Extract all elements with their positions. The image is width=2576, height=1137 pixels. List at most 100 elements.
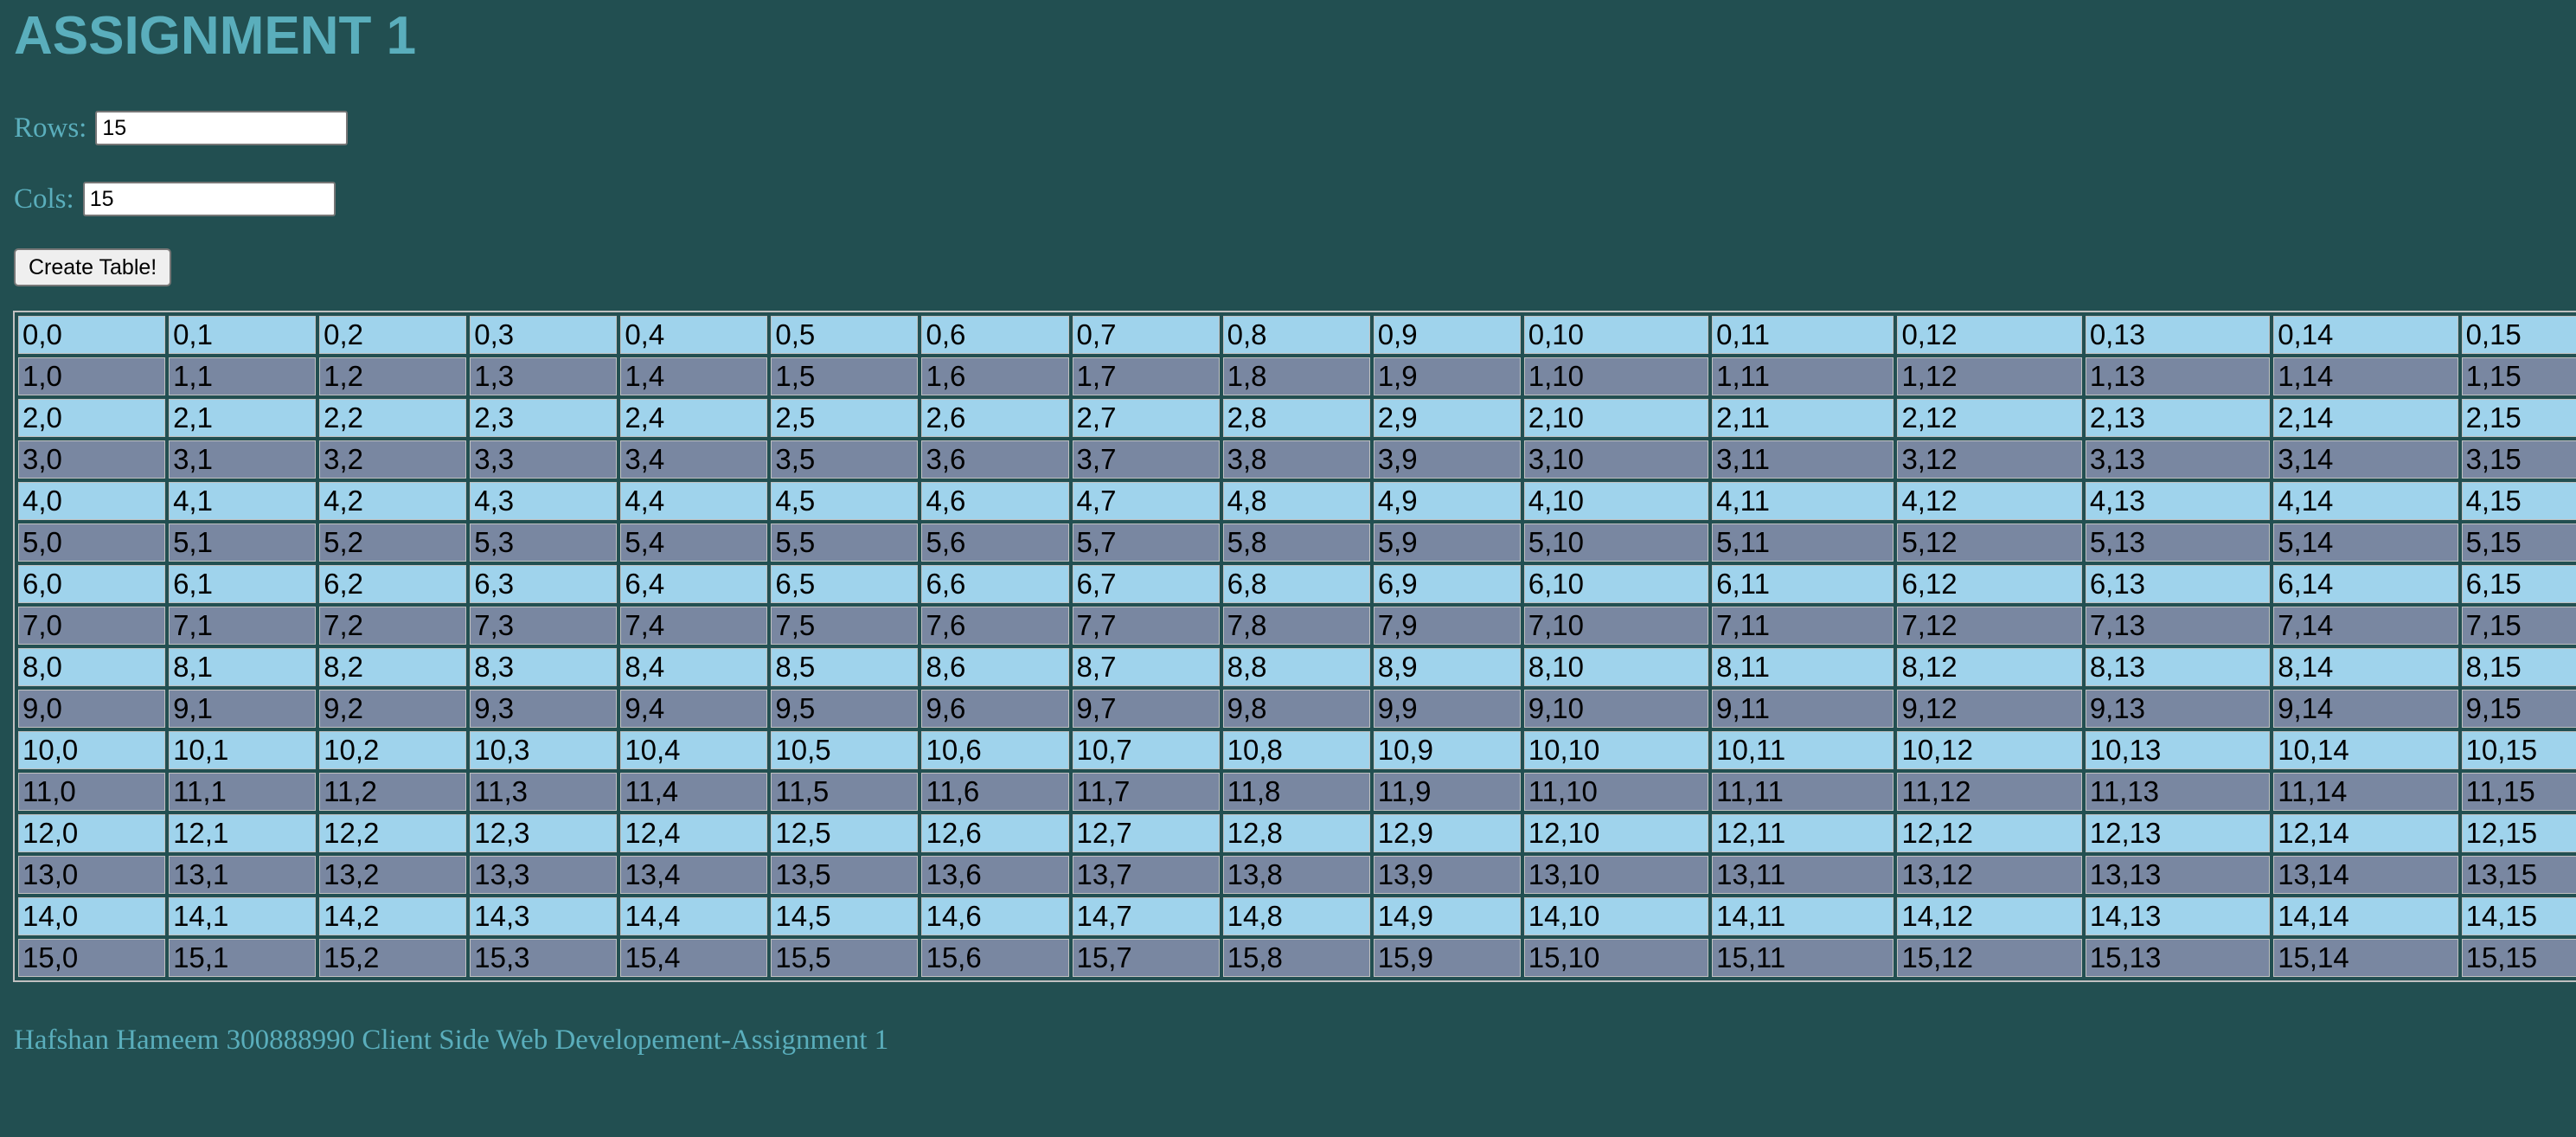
- grid-table: 0,0 0,1 0,2 0,3 0,4 0,5 0,6 0,7 0,8 0,9 0,10 0,11 0,…: [13, 311, 2576, 982]
- table-cell: 2,15: [2461, 399, 2576, 437]
- table-cell: 15,15: [2461, 939, 2576, 977]
- table-cell: 14,11: [1712, 897, 1894, 935]
- table-cell: 12,0: [18, 814, 166, 852]
- table-cell: 2,5: [771, 399, 919, 437]
- table-cell: 11,8: [1222, 773, 1370, 811]
- table-cell: 13,4: [620, 856, 768, 894]
- table-cell: 1,5: [771, 357, 919, 395]
- table-cell: 3,0: [18, 440, 166, 479]
- table-cell: 5,1: [169, 524, 317, 562]
- table-cell: 10,5: [771, 731, 919, 769]
- table-cell: 8,7: [1072, 648, 1220, 686]
- table-cell: 8,9: [1373, 648, 1521, 686]
- table-cell: 11,7: [1072, 773, 1220, 811]
- table-cell: 0,10: [1523, 316, 1709, 354]
- table-cell: 0,3: [470, 316, 618, 354]
- table-cell: 9,14: [2273, 690, 2458, 728]
- table-cell: 2,2: [319, 399, 467, 437]
- table-cell: 3,4: [620, 440, 768, 479]
- table-cell: 14,1: [169, 897, 317, 935]
- table-cell: 11,1: [169, 773, 317, 811]
- table-cell: 15,5: [771, 939, 919, 977]
- table-row: 12,0 12,1 12,2 12,3 12,4 12,5 12,6 12,7 12,8 12,9…: [18, 814, 2576, 852]
- table-cell: 7,8: [1222, 607, 1370, 645]
- table-cell: 2,8: [1222, 399, 1370, 437]
- table-cell: 7,1: [169, 607, 317, 645]
- table-cell: 15,8: [1222, 939, 1370, 977]
- table-cell: 10,4: [620, 731, 768, 769]
- table-cell: 7,3: [470, 607, 618, 645]
- table-cell: 3,12: [1897, 440, 2082, 479]
- table-cell: 0,14: [2273, 316, 2458, 354]
- table-cell: 13,10: [1523, 856, 1709, 894]
- table-cell: 14,2: [319, 897, 467, 935]
- table-cell: 3,14: [2273, 440, 2458, 479]
- table-cell: 6,6: [921, 565, 1069, 603]
- table-cell: 7,15: [2461, 607, 2576, 645]
- create-table-button[interactable]: Create Table!: [14, 248, 172, 286]
- table-cell: 12,5: [771, 814, 919, 852]
- table-cell: 5,3: [470, 524, 618, 562]
- table-cell: 3,11: [1712, 440, 1894, 479]
- table-cell: 13,7: [1072, 856, 1220, 894]
- rows-input[interactable]: [95, 111, 349, 145]
- table-cell: 10,8: [1222, 731, 1370, 769]
- table-cell: 7,0: [18, 607, 166, 645]
- table-cell: 15,13: [2085, 939, 2271, 977]
- table-cell: 2,7: [1072, 399, 1220, 437]
- table-cell: 4,2: [319, 482, 467, 520]
- table-cell: 10,1: [169, 731, 317, 769]
- table-cell: 6,15: [2461, 565, 2576, 603]
- table-cell: 3,9: [1373, 440, 1521, 479]
- page-content: ASSIGNMENT 1 Rows: Cols: Create Table!: [0, 0, 2576, 286]
- table-cell: 14,9: [1373, 897, 1521, 935]
- table-cell: 4,3: [470, 482, 618, 520]
- table-cell: 12,15: [2461, 814, 2576, 852]
- rows-label: Rows:: [14, 112, 87, 144]
- table-cell: 5,14: [2273, 524, 2458, 562]
- table-row: 3,0 3,1 3,2 3,3 3,4 3,5 3,6 3,7 3,8 3,9 3,10 3,11 3,…: [18, 440, 2576, 479]
- table-cell: 10,13: [2085, 731, 2271, 769]
- table-cell: 5,2: [319, 524, 467, 562]
- table-cell: 6,8: [1222, 565, 1370, 603]
- table-row: 7,0 7,1 7,2 7,3 7,4 7,5 7,6 7,7 7,8 7,9 7,10 7,11 7,…: [18, 607, 2576, 645]
- table-cell: 6,13: [2085, 565, 2271, 603]
- table-cell: 13,0: [18, 856, 166, 894]
- table-cell: 13,6: [921, 856, 1069, 894]
- table-cell: 10,9: [1373, 731, 1521, 769]
- table-cell: 0,8: [1222, 316, 1370, 354]
- table-cell: 11,4: [620, 773, 768, 811]
- table-cell: 0,5: [771, 316, 919, 354]
- table-cell: 9,1: [169, 690, 317, 728]
- table-cell: 4,11: [1712, 482, 1894, 520]
- table-row: 14,0 14,1 14,2 14,3 14,4 14,5 14,6 14,7 14,8 14,9…: [18, 897, 2576, 935]
- table-cell: 6,2: [319, 565, 467, 603]
- cols-input[interactable]: [82, 182, 336, 216]
- table-cell: 4,1: [169, 482, 317, 520]
- table-cell: 15,14: [2273, 939, 2458, 977]
- table-cell: 11,3: [470, 773, 618, 811]
- table-cell: 14,6: [921, 897, 1069, 935]
- table-cell: 11,2: [319, 773, 467, 811]
- table-cell: 2,14: [2273, 399, 2458, 437]
- table-cell: 6,0: [18, 565, 166, 603]
- table-cell: 9,8: [1222, 690, 1370, 728]
- table-cell: 15,6: [921, 939, 1069, 977]
- table-cell: 8,11: [1712, 648, 1894, 686]
- table-cell: 8,0: [18, 648, 166, 686]
- table-cell: 2,9: [1373, 399, 1521, 437]
- page-title: ASSIGNMENT 1: [14, 6, 417, 66]
- table-cell: 15,1: [169, 939, 317, 977]
- table-cell: 11,9: [1373, 773, 1521, 811]
- table-cell: 1,10: [1523, 357, 1709, 395]
- table-cell: 10,2: [319, 731, 467, 769]
- table-row: 11,0 11,1 11,2 11,3 11,4 11,5 11,6 11,7 11,8 11,9…: [18, 773, 2576, 811]
- table-cell: 14,4: [620, 897, 768, 935]
- table-cell: 0,7: [1072, 316, 1220, 354]
- table-cell: 12,11: [1712, 814, 1894, 852]
- table-cell: 0,11: [1712, 316, 1894, 354]
- table-cell: 4,14: [2273, 482, 2458, 520]
- table-cell: 3,2: [319, 440, 467, 479]
- table-cell: 1,0: [18, 357, 166, 395]
- table-row: 0,0 0,1 0,2 0,3 0,4 0,5 0,6 0,7 0,8 0,9 0,10 0,11 0,…: [18, 316, 2576, 354]
